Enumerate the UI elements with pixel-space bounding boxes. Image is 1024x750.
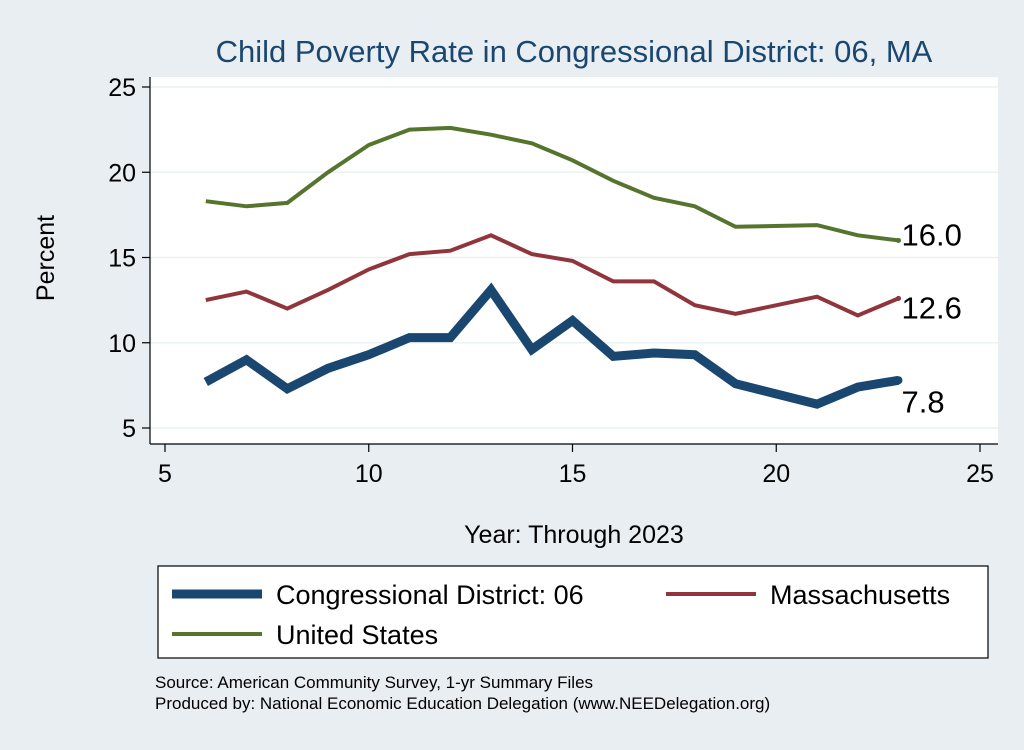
producer-line: Produced by: National Economic Education…: [155, 694, 770, 713]
series-end-marker: [896, 237, 901, 243]
data-label: 7.8: [902, 384, 945, 419]
x-axis-label: Year: Through 2023: [464, 521, 684, 549]
label-layer: 16.0 12.6 7.8: [902, 217, 962, 419]
source-notes: Source: American Community Survey, 1-yr …: [155, 673, 770, 713]
data-label: 12.6: [902, 290, 962, 325]
axis-layer: 5 10 15 20 25 5 10 15 20 25: [108, 74, 998, 488]
data-label: 16.0: [902, 217, 962, 252]
source-line: Source: American Community Survey, 1-yr …: [155, 673, 593, 692]
legend-box: [157, 565, 989, 659]
chart-title: Child Poverty Rate in Congressional Dist…: [216, 34, 933, 69]
grid-layer: [150, 86, 998, 429]
y-tick-label: 20: [108, 159, 136, 187]
y-axis-label: Percent: [32, 215, 60, 301]
series-line: [205, 125, 899, 243]
y-tick-label: 10: [108, 330, 136, 358]
y-tick-label: 15: [108, 245, 136, 273]
series-end-marker: [896, 295, 901, 301]
series-layer: [203, 125, 903, 409]
x-tick-label: 15: [559, 460, 587, 488]
x-tick-label: 25: [966, 460, 994, 488]
y-tick-label: 25: [108, 74, 136, 102]
legend-label: Congressional District: 06: [276, 580, 584, 610]
legend-label: United States: [276, 620, 438, 650]
series-line: [203, 282, 900, 409]
x-tick-label: 5: [158, 460, 172, 488]
x-tick-label: 10: [355, 460, 383, 488]
x-tick-label: 20: [762, 460, 790, 488]
legend-label: Massachusetts: [770, 580, 950, 610]
y-tick-label: 5: [122, 415, 136, 443]
legend: Congressional District: 06 Massachusetts U…: [157, 565, 989, 659]
series-end-marker: [894, 376, 903, 385]
series-line: [205, 233, 900, 318]
